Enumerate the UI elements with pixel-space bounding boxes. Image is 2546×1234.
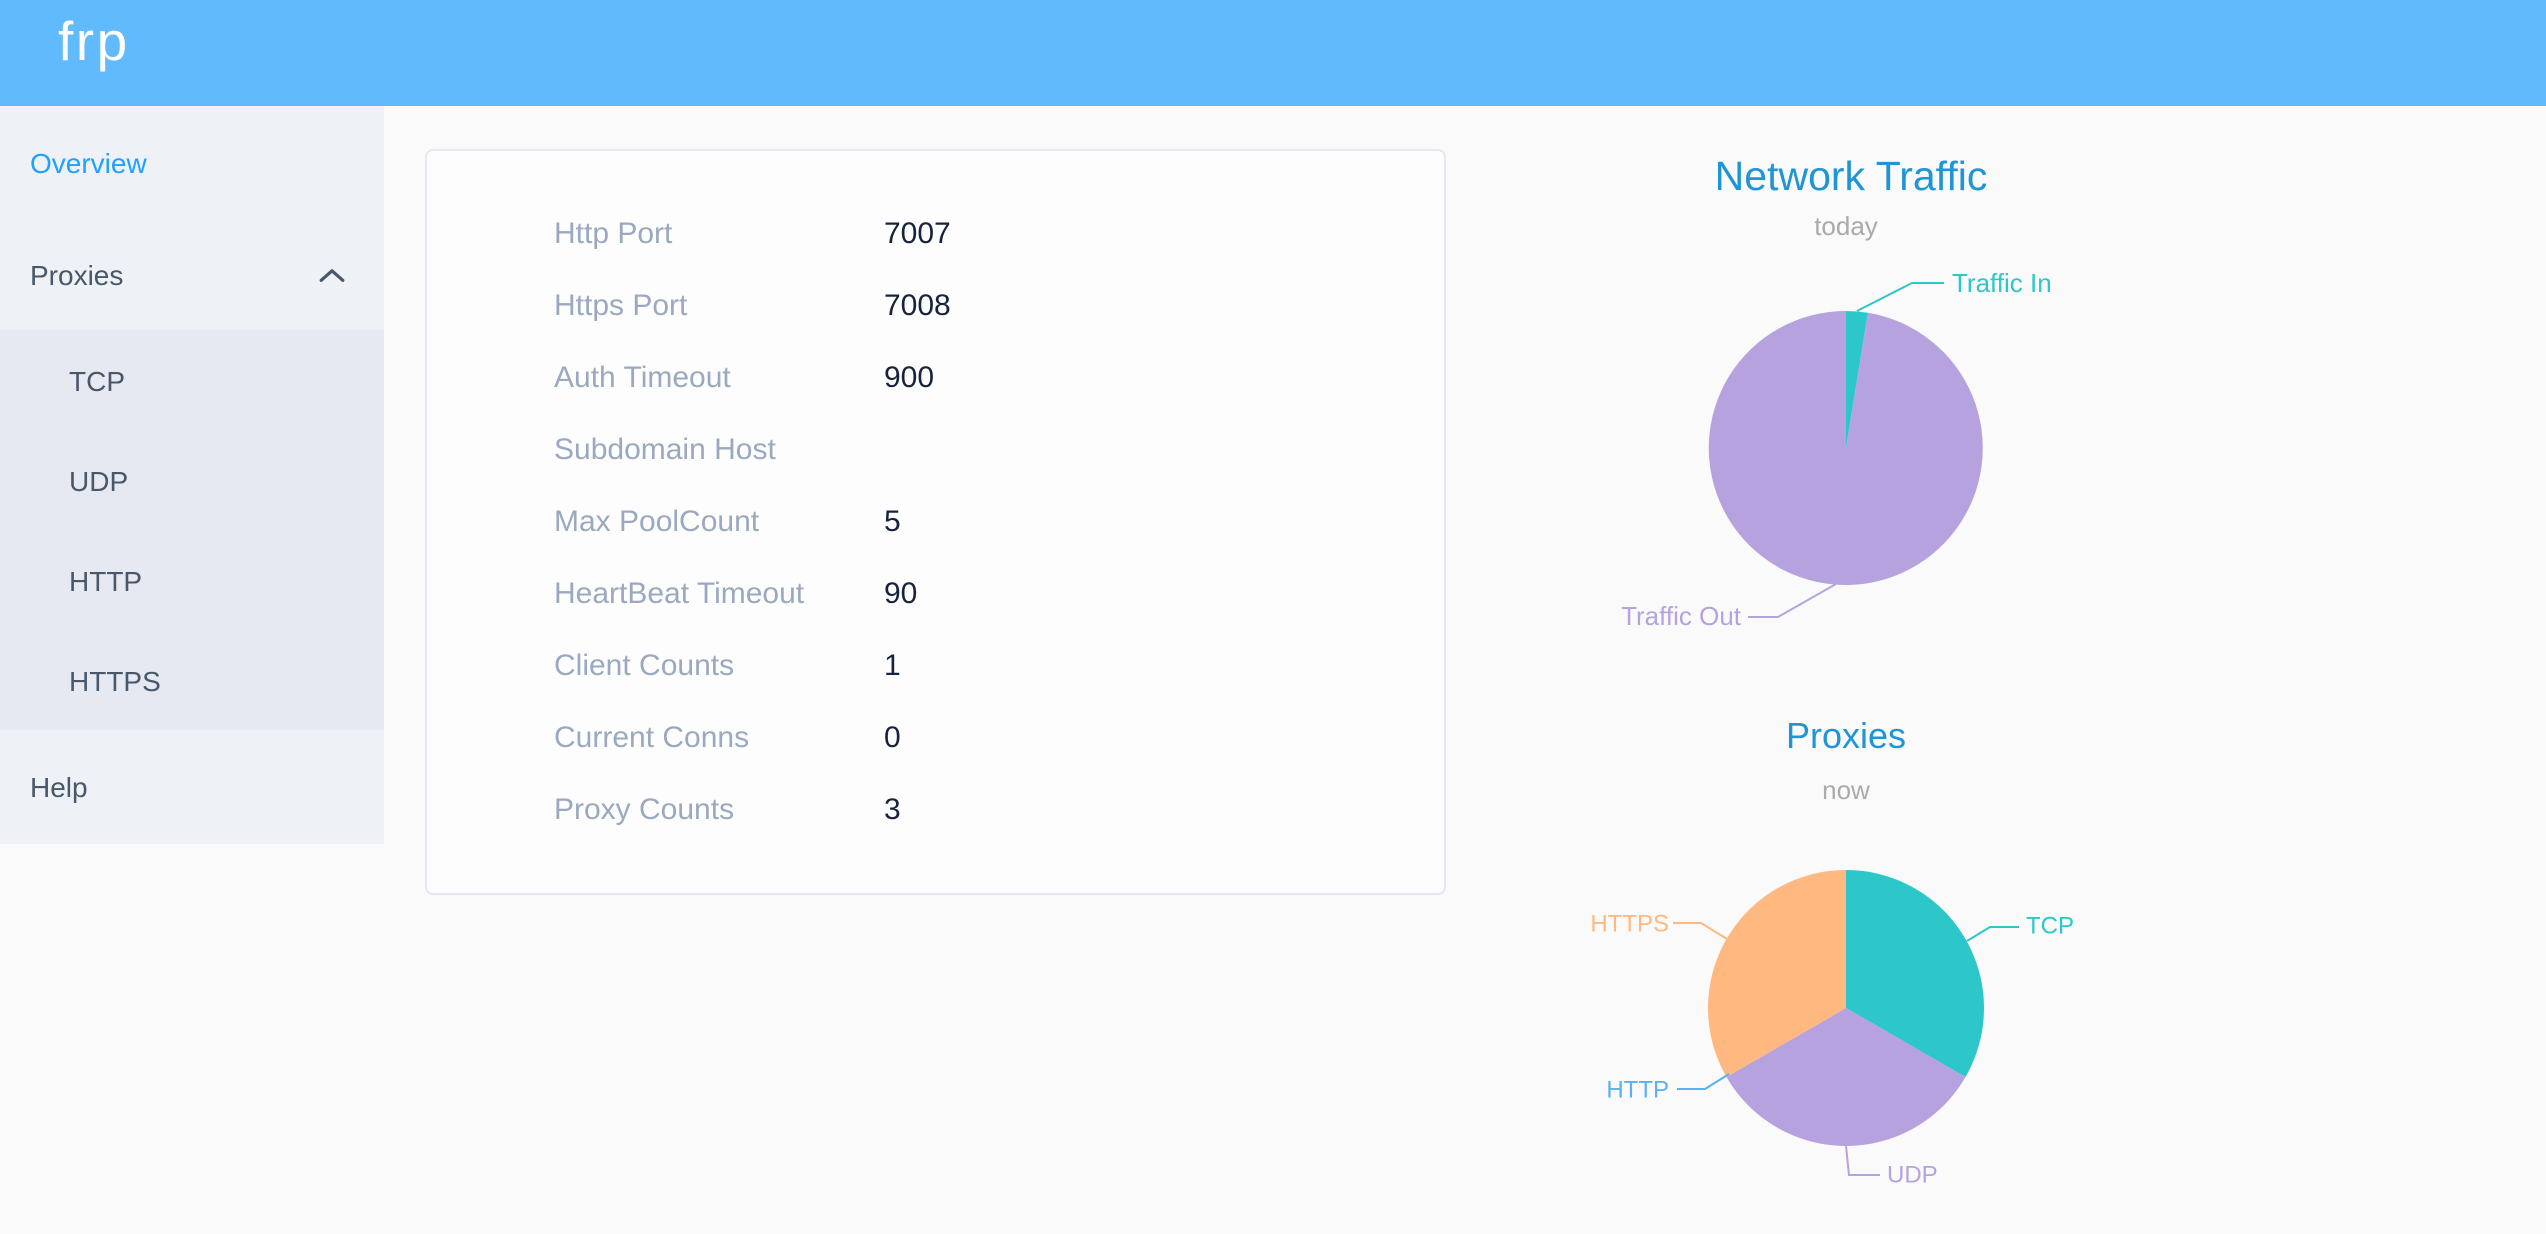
svg-text:Traffic In: Traffic In (1952, 268, 2052, 298)
svg-text:HTTP: HTTP (1606, 1077, 1669, 1104)
svg-text:HTTPS: HTTPS (1590, 911, 1669, 938)
svg-text:Traffic Out: Traffic Out (1621, 601, 1742, 631)
svg-text:UDP: UDP (1887, 1162, 1938, 1189)
svg-text:TCP: TCP (2026, 913, 2074, 940)
